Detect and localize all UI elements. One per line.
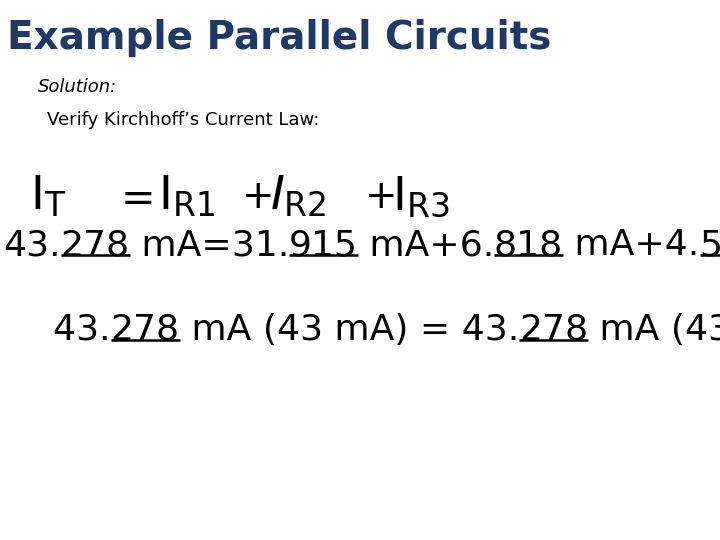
Text: $\mathit{I}_{\mathsf{R2}}$: $\mathit{I}_{\mathsf{R2}}$ [270, 174, 327, 220]
Text: 278: 278 [110, 313, 179, 347]
Text: 818: 818 [494, 228, 563, 262]
Text: 278: 278 [60, 228, 130, 262]
Text: 545: 545 [700, 228, 720, 262]
Text: mA+4.: mA+4. [563, 228, 700, 262]
Text: Verify Kirchhoff’s Current Law:: Verify Kirchhoff’s Current Law: [47, 111, 319, 129]
Text: Example Parallel Circuits: Example Parallel Circuits [7, 19, 552, 57]
Text: $\mathsf{I}_{\mathsf{R1}}$: $\mathsf{I}_{\mathsf{R1}}$ [158, 174, 215, 220]
Text: $\mathsf{I}_{\mathsf{R3}}$: $\mathsf{I}_{\mathsf{R3}}$ [392, 174, 450, 220]
Text: $\mathsf{I}_\mathsf{T}$: $\mathsf{I}_\mathsf{T}$ [30, 174, 67, 220]
Text: $=$: $=$ [112, 176, 152, 218]
Text: 43.: 43. [3, 228, 60, 262]
Text: mA=31.: mA=31. [130, 228, 289, 262]
Text: $+$: $+$ [364, 178, 394, 216]
Text: 915: 915 [289, 228, 358, 262]
Text: Solution:: Solution: [37, 78, 117, 96]
Text: mA (43 mA) = 43.: mA (43 mA) = 43. [179, 313, 519, 347]
Text: $+$: $+$ [241, 178, 271, 216]
Text: 43.: 43. [30, 313, 110, 347]
Text: 278: 278 [519, 313, 588, 347]
Text: mA+6.: mA+6. [358, 228, 494, 262]
Text: mA (43mA): mA (43mA) [588, 313, 720, 347]
